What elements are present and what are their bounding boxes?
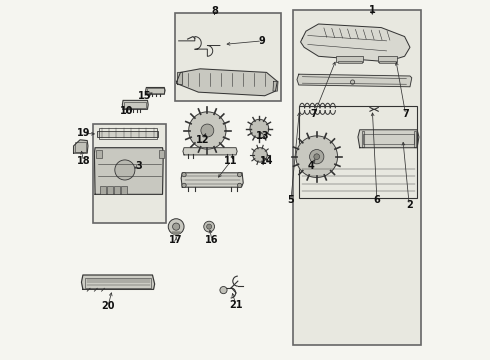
Bar [74,141,86,152]
Bar [124,102,147,108]
Text: 20: 20 [101,301,115,311]
Bar [299,107,417,198]
Bar [147,88,164,94]
Text: 9: 9 [259,36,266,46]
Circle shape [220,287,227,294]
Text: 4: 4 [308,161,315,171]
Circle shape [238,172,242,177]
Bar [122,186,127,194]
Circle shape [172,223,180,230]
Text: 19: 19 [77,129,90,138]
Text: 5: 5 [288,195,294,206]
Text: 8: 8 [211,6,218,17]
Circle shape [204,221,215,232]
Bar [96,149,101,158]
Polygon shape [183,148,237,155]
Polygon shape [300,24,410,62]
Text: 14: 14 [260,156,273,166]
Circle shape [168,219,184,234]
Text: 13: 13 [255,131,269,141]
Text: 17: 17 [170,235,183,245]
Circle shape [115,160,135,180]
Polygon shape [414,131,416,147]
Polygon shape [189,112,226,149]
Polygon shape [74,140,88,153]
Bar [159,149,164,158]
Bar [100,186,105,194]
Circle shape [314,154,319,159]
Bar [93,125,166,223]
Text: 2: 2 [406,200,413,210]
Circle shape [182,183,186,188]
Polygon shape [358,130,419,148]
Text: 16: 16 [205,235,219,245]
Polygon shape [250,120,269,138]
Text: 12: 12 [196,135,209,145]
Text: 15: 15 [138,91,151,102]
Bar [337,56,364,62]
Text: 10: 10 [120,106,133,116]
Polygon shape [273,81,278,91]
Bar [114,186,120,194]
Bar [98,128,157,139]
Polygon shape [95,148,163,194]
Text: 7: 7 [402,109,409,120]
Bar [364,134,414,144]
Bar [338,61,362,63]
Bar [85,278,151,288]
Circle shape [207,224,212,229]
Circle shape [238,183,242,188]
Bar [294,10,421,345]
Polygon shape [146,87,165,94]
Polygon shape [177,72,182,84]
Text: 18: 18 [77,156,91,166]
Text: 7: 7 [311,109,318,120]
Text: 11: 11 [224,156,238,166]
Text: 21: 21 [229,300,243,310]
Text: 1: 1 [369,5,376,15]
Polygon shape [122,100,148,109]
Circle shape [350,80,355,84]
Polygon shape [296,136,338,177]
Bar [378,56,397,62]
Text: 3: 3 [136,161,143,171]
Polygon shape [253,148,267,162]
Polygon shape [172,232,180,235]
Polygon shape [297,74,412,87]
Polygon shape [176,69,277,96]
Circle shape [310,149,324,164]
Polygon shape [81,275,155,289]
Text: 6: 6 [373,195,380,206]
Polygon shape [181,173,243,187]
Circle shape [182,172,186,177]
Bar [107,186,113,194]
Polygon shape [362,131,365,147]
Bar [379,61,395,63]
Bar [97,131,158,137]
Circle shape [201,124,214,137]
Bar [175,13,281,101]
